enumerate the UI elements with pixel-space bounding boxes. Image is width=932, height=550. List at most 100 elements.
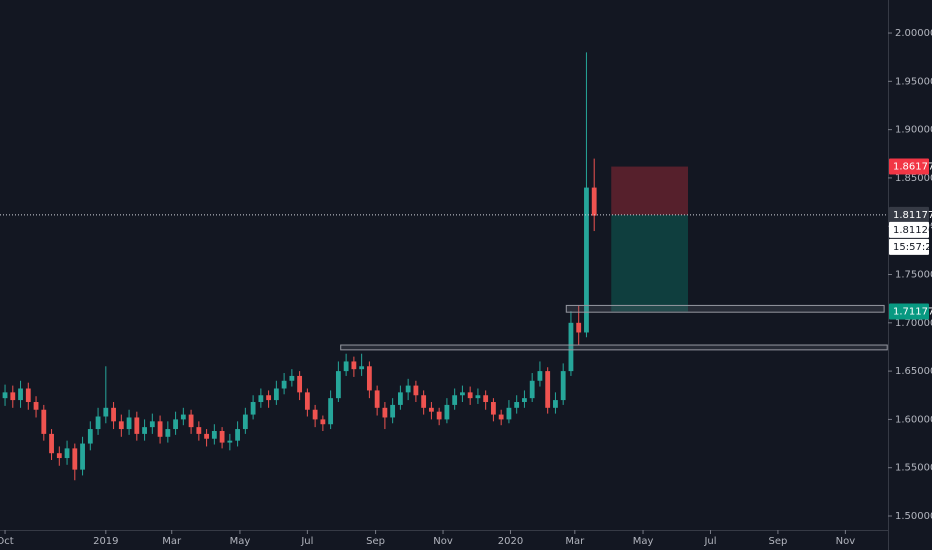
candle-body xyxy=(568,322,574,372)
countdown-label: 15:57:24 xyxy=(893,242,932,253)
candle-body xyxy=(242,414,248,430)
candle-body xyxy=(126,417,132,430)
candle-body xyxy=(173,419,178,430)
target-label: 1.71177 xyxy=(893,306,932,317)
candle-body xyxy=(25,388,31,403)
candle-body xyxy=(359,366,365,370)
x-tick-label: Mar xyxy=(565,536,585,547)
candle-body xyxy=(560,371,566,401)
candle-body xyxy=(320,419,326,425)
y-tick-label: 1.90000 xyxy=(895,125,932,136)
candle-body xyxy=(491,402,496,415)
candle-body xyxy=(436,411,442,420)
candle-body xyxy=(219,430,225,443)
last-price-label: 1.81126 xyxy=(893,225,932,236)
candle-body xyxy=(553,400,558,408)
candle-body xyxy=(180,414,186,420)
y-tick-label: 1.70000 xyxy=(895,318,932,329)
zone xyxy=(340,344,888,351)
candle-body xyxy=(157,421,163,437)
candle-body xyxy=(18,388,23,401)
candle-body xyxy=(382,407,388,418)
y-tick-label: 1.50000 xyxy=(895,511,932,522)
candle-body xyxy=(421,395,427,408)
x-tick-label: Sep xyxy=(366,536,385,547)
candle-body xyxy=(483,395,489,403)
x-tick-label: Mar xyxy=(162,536,182,547)
y-tick-label: 1.85000 xyxy=(895,173,932,184)
candle-body xyxy=(235,429,241,441)
candle-body xyxy=(258,395,264,403)
y-tick-label: 1.95000 xyxy=(895,76,932,87)
candle-body xyxy=(545,371,551,408)
candle-body xyxy=(103,407,109,417)
candle-body xyxy=(529,380,535,399)
x-tick-label: Nov xyxy=(433,536,453,547)
candle-body xyxy=(41,409,47,434)
candle-body xyxy=(95,416,101,430)
candle-body xyxy=(142,427,147,434)
candle-body xyxy=(56,453,62,459)
candle-body xyxy=(514,402,520,408)
candle-body xyxy=(211,430,217,439)
candle-body xyxy=(273,388,279,401)
last-price-label-box xyxy=(889,221,929,238)
candle-body xyxy=(591,187,597,216)
candle-body xyxy=(72,448,78,470)
countdown-label-box xyxy=(889,238,929,255)
x-tick-label: Nov xyxy=(836,536,856,547)
candle-body xyxy=(584,187,589,333)
candle-body xyxy=(460,392,465,396)
candle-body xyxy=(374,390,380,408)
stop-label: 1.86177 xyxy=(893,162,932,173)
target-label-box xyxy=(889,303,929,320)
candle-body xyxy=(576,322,582,333)
y-tick-label: 1.60000 xyxy=(895,414,932,425)
x-tick-label: Jul xyxy=(300,536,313,547)
candle-body xyxy=(397,392,403,405)
candle-body xyxy=(33,402,39,410)
candle-body xyxy=(366,366,372,391)
candle-body xyxy=(312,409,318,420)
y-tick-label: 1.55000 xyxy=(895,463,932,474)
candle-body xyxy=(328,398,334,425)
candle-body xyxy=(2,392,8,399)
candle-body xyxy=(537,371,543,381)
y-tick-label: 1.65000 xyxy=(895,366,932,377)
candle-body xyxy=(522,398,527,403)
candle-body xyxy=(49,433,54,454)
candle-body xyxy=(165,429,171,437)
candle-body xyxy=(111,407,116,422)
candle-body xyxy=(452,395,458,405)
candle-body xyxy=(390,404,396,418)
x-tick-label: May xyxy=(230,536,251,547)
candle-body xyxy=(444,404,450,420)
candle-body xyxy=(250,402,256,415)
candle-body xyxy=(467,392,473,399)
candle-body xyxy=(281,380,287,389)
entry-label-box xyxy=(889,206,929,223)
candle-body xyxy=(196,427,202,434)
entry-label: 1.81177 xyxy=(893,210,932,221)
candle-body xyxy=(428,407,434,412)
candle-body xyxy=(506,407,512,420)
x-tick-label: 2019 xyxy=(93,536,118,547)
candle-body xyxy=(227,440,233,443)
stop-zone xyxy=(611,166,688,215)
candle-body xyxy=(64,448,70,459)
candle-body xyxy=(413,385,419,396)
candle-body xyxy=(475,395,481,399)
candle-body xyxy=(304,392,310,410)
y-tick-label: 2.00000 xyxy=(895,28,932,39)
candle-body xyxy=(87,429,93,444)
x-tick-label: Jul xyxy=(703,536,716,547)
x-tick-label: Oct xyxy=(0,536,14,547)
zone xyxy=(565,304,885,313)
stop-label-box xyxy=(889,158,929,175)
target-zone xyxy=(611,214,688,312)
candle-body xyxy=(266,395,272,401)
candle-body xyxy=(118,421,124,430)
candle-body xyxy=(405,385,411,393)
